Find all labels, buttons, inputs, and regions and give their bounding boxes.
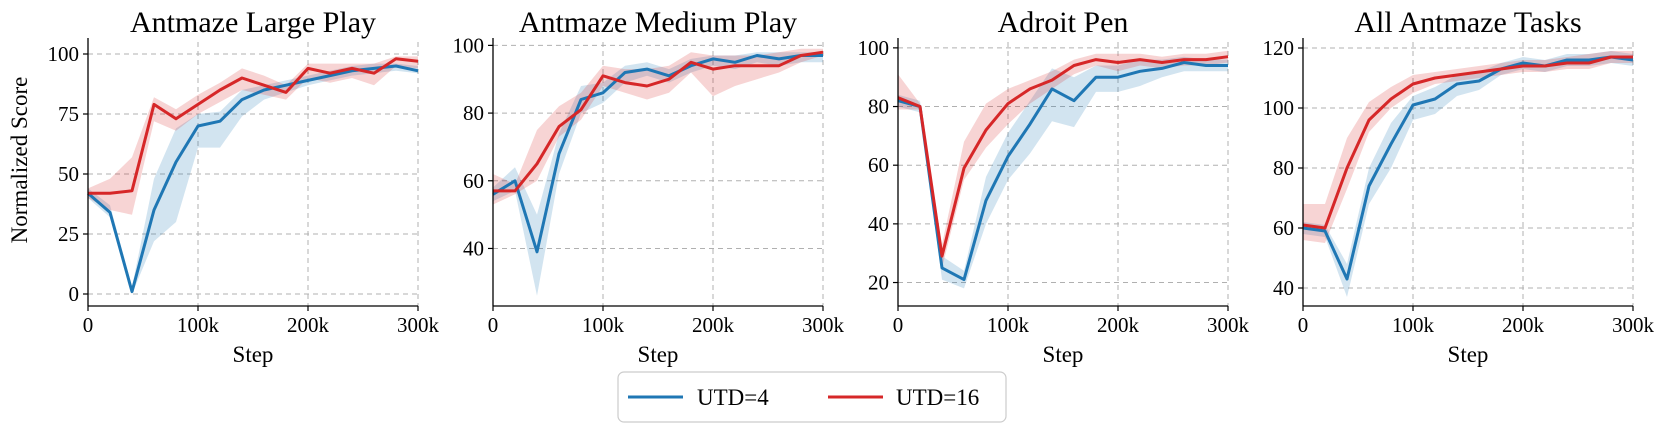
x-axis-label: Step <box>233 342 274 367</box>
y-tick-label: 60 <box>868 153 889 177</box>
band-utd16 <box>88 56 418 215</box>
series-line-utd4 <box>492 54 823 254</box>
y-tick-label: 80 <box>1273 156 1294 180</box>
x-tick-label: 100k <box>582 313 625 337</box>
x-tick-label: 200k <box>287 313 330 337</box>
y-tick-label: 40 <box>1273 276 1294 300</box>
panels: 0 100k 200k 300k 0 25 50 75 100 Antmaze Large Pla… <box>48 6 1655 367</box>
x-tick-label: 0 <box>83 313 94 337</box>
y-tick-label: 100 <box>48 42 80 66</box>
panel-title: Antmaze Large Play <box>130 6 376 39</box>
band-utd16 <box>898 50 1228 268</box>
series-line-utd16 <box>88 57 419 195</box>
y-tick-label: 40 <box>463 236 484 260</box>
x-tick-label: 200k <box>1097 313 1140 337</box>
y-tick-label: 100 <box>858 36 890 60</box>
x-tick-label: 300k <box>802 313 845 337</box>
x-tick-label: 100k <box>987 313 1030 337</box>
x-tick-label: 300k <box>1207 313 1250 337</box>
panel-title: All Antmaze Tasks <box>1354 6 1581 39</box>
y-tick-label: 120 <box>1263 36 1295 60</box>
x-tick-label: 0 <box>1298 313 1309 337</box>
y-tick-label: 25 <box>58 222 79 246</box>
y-tick-label: 80 <box>463 101 484 125</box>
series-line-utd16 <box>897 55 1229 258</box>
y-tick-label: 20 <box>868 271 889 295</box>
panel-2: 0 100k 200k 300k 40 60 80 100 Antmaze Medium Pla… <box>453 6 845 367</box>
panel-1: 0 100k 200k 300k 0 25 50 75 100 Antmaze Large Pla… <box>48 6 440 367</box>
x-tick-label: 0 <box>893 313 904 337</box>
x-axis-label: Step <box>1043 342 1084 367</box>
x-tick-label: 300k <box>1612 313 1655 337</box>
x-axis-label: Step <box>638 342 679 367</box>
legend-label-utd16: UTD=16 <box>896 385 979 410</box>
series-line-utd4 <box>897 61 1228 282</box>
band-utd16 <box>1303 51 1633 243</box>
x-axis-label: Step <box>1448 342 1489 367</box>
series-line-utd16 <box>1302 55 1633 230</box>
y-axis-label: Normalized Score <box>7 77 32 244</box>
x-tick-label: 200k <box>692 313 735 337</box>
y-tick-label: 40 <box>868 212 889 236</box>
legend: UTD=4 UTD=16 <box>617 371 1007 423</box>
legend-frame <box>617 371 1007 423</box>
panel-title: Adroit Pen <box>998 6 1129 39</box>
panel-title: Antmaze Medium Play <box>519 6 797 39</box>
y-tick-label: 60 <box>1273 216 1294 240</box>
legend-label-utd4: UTD=4 <box>697 385 769 410</box>
panel-3: 0 100k 200k 300k 20 40 60 80 100 Adroit Pen Step <box>858 6 1250 367</box>
panel-4: 0 100k 200k 300k 40 60 80 100 120 All Antmaze Tas… <box>1263 6 1655 367</box>
x-tick-label: 300k <box>397 313 440 337</box>
x-tick-label: 0 <box>488 313 499 337</box>
x-tick-label: 200k <box>1502 313 1545 337</box>
band-utd4 <box>1303 51 1633 297</box>
x-tick-label: 100k <box>177 313 220 337</box>
series-line-utd4 <box>1302 55 1634 281</box>
x-tick-label: 100k <box>1392 313 1435 337</box>
y-tick-label: 75 <box>58 102 79 126</box>
y-tick-label: 0 <box>69 282 80 306</box>
band-utd4 <box>898 56 1228 289</box>
y-tick-label: 60 <box>463 169 484 193</box>
y-tick-label: 50 <box>58 162 79 186</box>
y-tick-label: 80 <box>868 95 889 119</box>
y-tick-label: 100 <box>453 33 485 57</box>
y-tick-label: 100 <box>1263 96 1295 120</box>
series-line-utd16 <box>493 50 824 193</box>
